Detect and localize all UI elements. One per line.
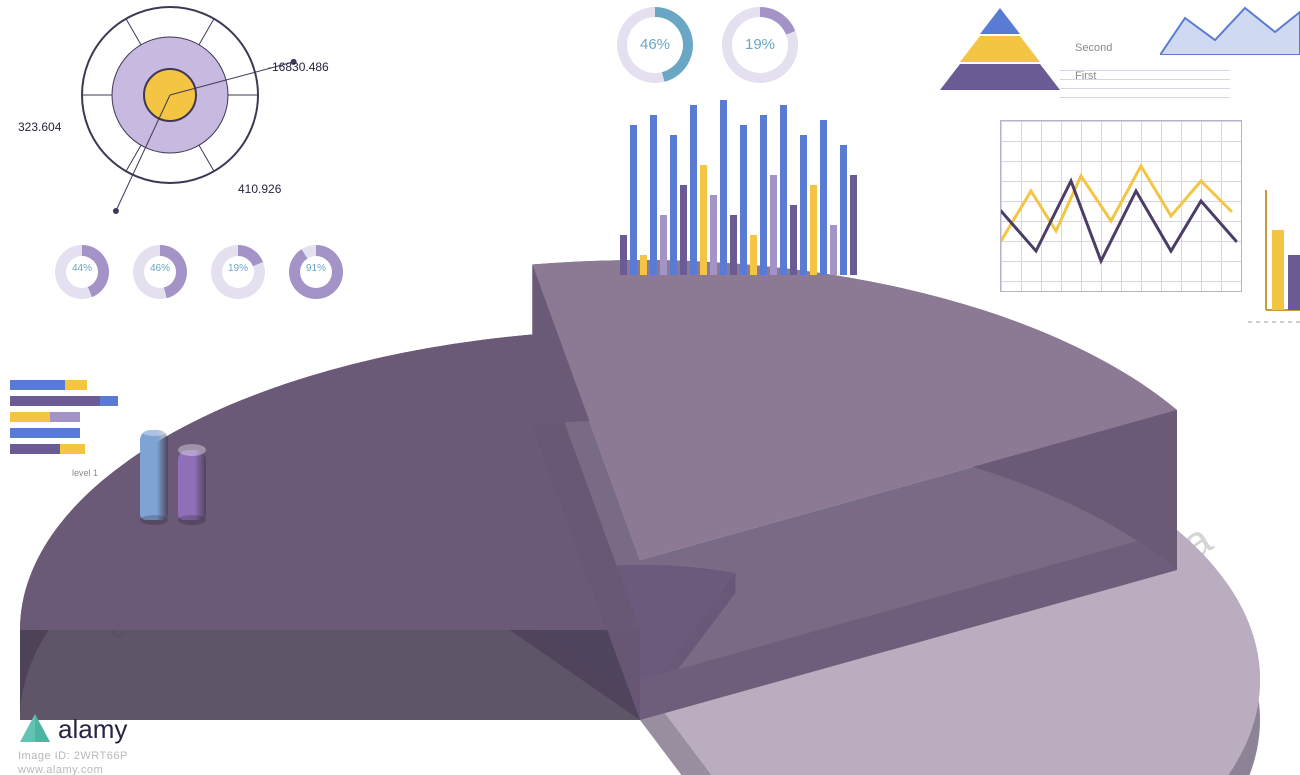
- hbar-row-1: [10, 396, 118, 406]
- mini-donut-0-label: 44%: [55, 263, 109, 274]
- hbar-seg-0-0: [10, 380, 65, 390]
- pyramid-layer-2: [940, 64, 1060, 90]
- watermark-url: www.alamy.com: [18, 764, 103, 775]
- pie-slice-wall-0-0: [20, 630, 640, 720]
- watermark-id: Image ID: 2WRT66P: [18, 750, 128, 762]
- donut-gauge-0-label: 46%: [617, 36, 693, 53]
- bar-11: [730, 215, 737, 275]
- mini-donut-1-label: 46%: [133, 263, 187, 274]
- mini-donut-2: 19%: [211, 245, 265, 299]
- bar-6: [680, 185, 687, 275]
- radial-callout-0: -16830.486: [268, 60, 329, 74]
- mini-donut-2-label: 19%: [211, 263, 265, 274]
- hbar-row-3: [10, 428, 118, 438]
- bar-16: [780, 105, 787, 275]
- sparkbox-row-3: [1060, 97, 1230, 98]
- hbar-row-4: [10, 444, 118, 454]
- sparkbox-row-2: [1060, 88, 1230, 89]
- donut-gauge-1: 19%: [722, 7, 798, 83]
- sparkbox-row-1: [1060, 79, 1230, 80]
- hbar-row-2: [10, 412, 118, 422]
- hbar-label: level 1: [72, 468, 98, 478]
- bar-8: [700, 165, 707, 275]
- hbar-seg-1-1: [100, 396, 118, 406]
- bar-7: [690, 105, 697, 275]
- hbar-seg-4-0: [10, 444, 60, 454]
- bar-10: [720, 100, 727, 275]
- cylinder-0: [140, 430, 168, 520]
- sparkline-box: [1060, 70, 1230, 106]
- line-series-1: [1001, 181, 1236, 261]
- alamy-triangle-icon: [18, 712, 52, 746]
- radial-side-label: 323.604: [18, 120, 61, 134]
- hbar-seg-2-1: [50, 412, 80, 422]
- mini-donut-3: 91%: [289, 245, 343, 299]
- pyramid-label-1: Second: [1075, 42, 1112, 54]
- hbar-seg-0-1: [65, 380, 87, 390]
- rbar-1: [1288, 255, 1300, 310]
- bar-5: [670, 135, 677, 275]
- bar-21: [830, 225, 837, 275]
- bar-2: [640, 255, 647, 275]
- bar-0: [620, 235, 627, 275]
- bar-19: [810, 185, 817, 275]
- mini-donut-3-label: 91%: [289, 263, 343, 274]
- pyramid-layer-1: [960, 36, 1040, 62]
- bar-1: [630, 125, 637, 275]
- area-sparkline: [1160, 0, 1300, 55]
- bar-13: [750, 235, 757, 275]
- bar-4: [660, 215, 667, 275]
- line-chart: [1000, 120, 1242, 292]
- bar-cluster: [620, 95, 857, 275]
- hbar-seg-4-1: [60, 444, 85, 454]
- bar-3: [650, 115, 657, 275]
- mini-donut-1: 46%: [133, 245, 187, 299]
- bar-23: [850, 175, 857, 275]
- radial-callout-1: 410.926: [238, 182, 281, 196]
- bar-18: [800, 135, 807, 275]
- cylinder-1: [178, 450, 206, 520]
- rbar-0: [1272, 230, 1284, 310]
- dashboard-canvas: alamy alamy a 323.604 -16830.486 410.926…: [0, 0, 1300, 775]
- mini-donut-0: 44%: [55, 245, 109, 299]
- hbar-seg-2-0: [10, 412, 50, 422]
- hbar-chart: [10, 380, 118, 460]
- bar-20: [820, 120, 827, 275]
- donut-gauge-0: 46%: [617, 7, 693, 83]
- sparkbox-row-0: [1060, 70, 1230, 71]
- right-bar-stub: [1248, 190, 1300, 350]
- hbar-seg-1-0: [10, 396, 100, 406]
- bar-12: [740, 125, 747, 275]
- bar-17: [790, 205, 797, 275]
- hbar-row-0: [10, 380, 118, 390]
- bar-22: [840, 145, 847, 275]
- donut-gauge-1-label: 19%: [722, 36, 798, 53]
- watermark-logo: alamy: [18, 712, 127, 746]
- hbar-seg-3-0: [10, 428, 80, 438]
- pyramid-layer-0: [980, 8, 1020, 34]
- bar-15: [770, 175, 777, 275]
- bar-14: [760, 115, 767, 275]
- watermark-logo-text: alamy: [58, 714, 127, 745]
- bar-9: [710, 195, 717, 275]
